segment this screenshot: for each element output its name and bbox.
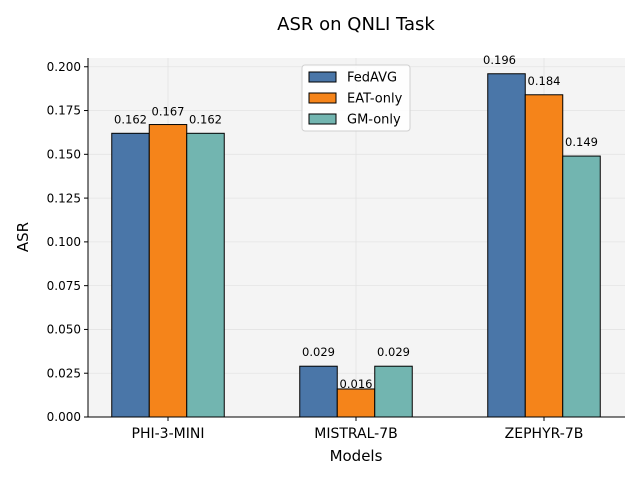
bar-gm-only-mistral-7b	[374, 365, 413, 418]
y-tick-label: 0.075	[47, 279, 81, 293]
bar-eat-only-zephyr-7b	[524, 94, 564, 418]
x-axis-label: Models	[330, 447, 383, 465]
legend-swatch-gm-only	[308, 113, 337, 125]
legend-swatch-fedavg	[308, 71, 337, 83]
bar-fedavg-mistral-7b	[299, 365, 338, 418]
y-tick-label: 0.000	[47, 410, 81, 424]
y-tick-label: 0.125	[47, 191, 81, 205]
x-tick-label: ZEPHYR-7B	[505, 426, 584, 442]
bar-eat-only-phi-3-mini	[148, 124, 188, 418]
legend: FedAVG EAT-only GM-only	[301, 64, 411, 132]
bar-eat-only-mistral-7b	[336, 388, 376, 418]
data-label: 0.016	[340, 377, 373, 391]
y-tick-label: 0.150	[47, 148, 81, 162]
bar-fedavg-phi-3-mini	[111, 132, 150, 418]
x-ticks: PHI-3-MINI MISTRAL-7B ZEPHYR-7B	[132, 417, 584, 442]
y-tick-label: 0.100	[47, 235, 81, 249]
bar-gm-only-phi-3-mini	[186, 132, 225, 418]
legend-label: EAT-only	[347, 92, 403, 107]
legend-label: GM-only	[347, 113, 401, 128]
data-label: 0.167	[152, 105, 185, 119]
bar-fedavg-zephyr-7b	[487, 73, 526, 418]
bars-group	[111, 73, 601, 418]
x-tick-label: MISTRAL-7B	[314, 426, 398, 442]
data-label: 0.149	[565, 135, 598, 149]
y-tick-label: 0.050	[47, 323, 81, 337]
data-label: 0.196	[483, 53, 516, 67]
data-labels: 0.162 0.029 0.196 0.167 0.016 0.184 0.162 0.029…	[114, 53, 598, 391]
y-ticks: 0.000 0.025 0.050 0.075 0.100 0.125 0.150 0.175…	[47, 60, 88, 424]
y-tick-label: 0.175	[47, 104, 81, 118]
data-label: 0.184	[528, 74, 561, 88]
bar-gm-only-zephyr-7b	[562, 155, 601, 418]
x-tick-label: PHI-3-MINI	[132, 426, 205, 442]
y-axis-label: ASR	[14, 222, 32, 252]
data-label: 0.029	[302, 345, 335, 359]
data-label: 0.162	[189, 112, 222, 126]
chart-title: ASR on QNLI Task	[277, 14, 435, 35]
y-tick-label: 0.200	[47, 60, 81, 74]
data-label: 0.029	[377, 345, 410, 359]
legend-label: FedAVG	[347, 71, 397, 86]
y-tick-label: 0.025	[47, 366, 81, 380]
data-label: 0.162	[114, 112, 147, 126]
legend-swatch-eat-only	[308, 92, 337, 104]
